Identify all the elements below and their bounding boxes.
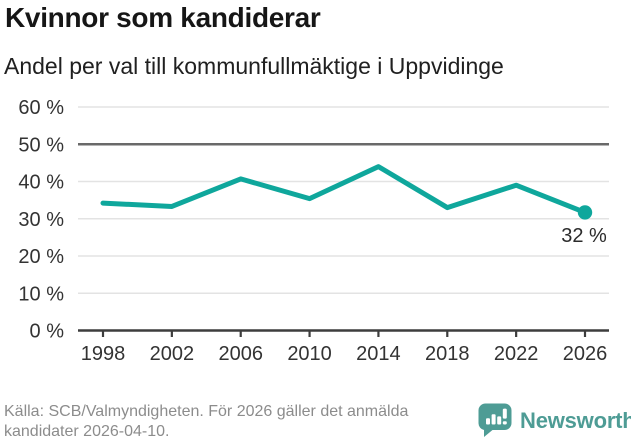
chart-subtitle: Andel per val till kommunfullmäktige i U… [4, 53, 504, 79]
y-tick-label: 50 % [18, 134, 64, 156]
newsworthy-logo: Newsworthy [477, 402, 631, 437]
x-tick-label: 2010 [287, 343, 332, 365]
data-line [100, 164, 588, 215]
brand-name: Newsworthy [520, 407, 631, 433]
bar-icon-small [486, 418, 490, 425]
end-point-label: 32 % [561, 225, 607, 247]
y-tick-label: 60 % [18, 97, 64, 119]
source-note: Källa: SCB/Valmyndigheten. För 2026 gäll… [4, 403, 409, 439]
x-tick-label: 2006 [218, 343, 263, 365]
x-tick-label: 1998 [81, 343, 126, 365]
line-chart: 0 % 10 % 20 % 30 % 40 % 50 % 60 % 1998 2002 2006 2… [18, 97, 609, 365]
x-tick-label: 2022 [494, 343, 539, 365]
exclamation-stem [502, 408, 507, 419]
exclamation-dot [502, 421, 507, 425]
end-point-marker [577, 205, 593, 220]
chart-title: Kvinnor som kandiderar [5, 2, 321, 33]
newsworthy-speech-bubble-chart-icon [478, 403, 512, 437]
y-tick-label: 20 % [18, 246, 64, 268]
x-tick-label: 2002 [150, 343, 195, 365]
x-tick-label: 2026 [563, 343, 608, 365]
x-tick-label: 2014 [356, 343, 401, 365]
bar-icon-tall [491, 414, 496, 425]
bar-icon-medium [497, 416, 502, 425]
x-tick-label: 2018 [425, 343, 470, 365]
y-tick-label: 30 % [18, 209, 64, 231]
y-tick-label: 0 % [30, 321, 65, 343]
y-tick-label: 10 % [18, 283, 64, 305]
y-tick-label: 40 % [18, 172, 64, 194]
